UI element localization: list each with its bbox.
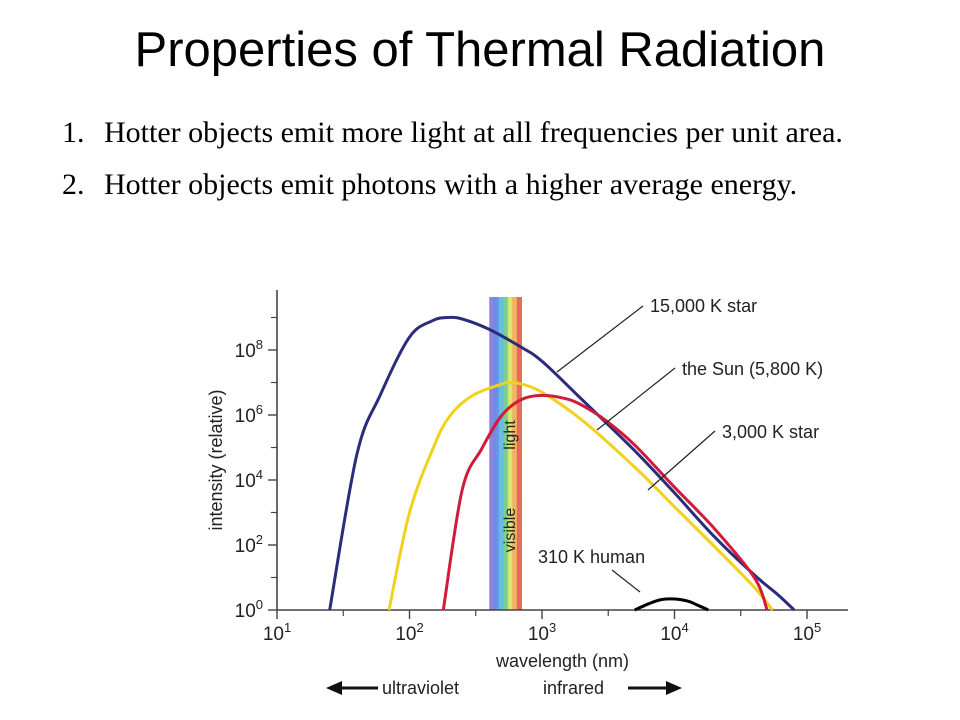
y-tick-label: 106 xyxy=(235,402,263,427)
ultraviolet-arrow-head xyxy=(326,681,342,695)
visible-band-stripe xyxy=(512,297,518,610)
visible-band-stripe xyxy=(516,297,522,610)
bullet-text: Hotter objects emit photons with a highe… xyxy=(104,168,798,201)
x-tick-label: 102 xyxy=(395,620,423,645)
series-human-line xyxy=(633,597,709,612)
infrared-arrow-head xyxy=(666,681,682,695)
visible-band-label-bottom: visible xyxy=(502,508,519,553)
annotation-leader-line xyxy=(596,367,676,431)
visible-band-stripe xyxy=(503,297,509,610)
bullet-item: 1. Hotter objects emit more light at all… xyxy=(62,113,892,153)
ultraviolet-label: ultraviolet xyxy=(382,678,459,698)
visible-band-stripe xyxy=(489,297,495,610)
visible-band-stripe xyxy=(493,297,499,610)
y-tick-label: 104 xyxy=(235,467,263,492)
visible-band-stripe xyxy=(498,297,504,610)
annotation-sun: the Sun (5,800 K) xyxy=(682,359,823,379)
series-15000k-star-line xyxy=(328,315,796,612)
annotation-310k-human: 310 K human xyxy=(538,547,645,567)
visible-band-stripe xyxy=(507,297,513,610)
y-tick-label: 108 xyxy=(235,337,263,362)
series-3000k-star-line xyxy=(441,393,769,611)
slide-title: Properties of Thermal Radiation xyxy=(134,23,826,77)
annotation-leader-line xyxy=(647,430,716,491)
x-tick-label: 101 xyxy=(263,620,291,645)
y-tick-label: 102 xyxy=(235,532,263,557)
annotation-3000k-star: 3,000 K star xyxy=(722,422,819,442)
bullet-list: 1. Hotter objects emit more light at all… xyxy=(62,113,892,217)
annotation-leader-line xyxy=(611,569,641,593)
infrared-label: infrared xyxy=(543,678,604,698)
x-axis-label: wavelength (nm) xyxy=(495,651,629,671)
annotation-15000k-star: 15,000 K star xyxy=(650,296,757,316)
bullet-text: Hotter objects emit more light at all fr… xyxy=(104,116,843,149)
annotation-leader-line xyxy=(556,305,644,373)
series-sun-line xyxy=(387,380,774,611)
x-tick-label: 105 xyxy=(793,620,821,645)
bullet-item: 2. Hotter objects emit photons with a hi… xyxy=(62,165,892,205)
bullet-number: 2. xyxy=(62,168,85,201)
visible-band-label-top: light xyxy=(502,420,519,450)
bullet-number: 1. xyxy=(62,116,85,149)
x-tick-label: 103 xyxy=(528,620,556,645)
y-axis-label: intensity (relative) xyxy=(206,389,226,530)
x-tick-label: 104 xyxy=(660,620,688,645)
y-tick-label: 100 xyxy=(235,597,263,622)
